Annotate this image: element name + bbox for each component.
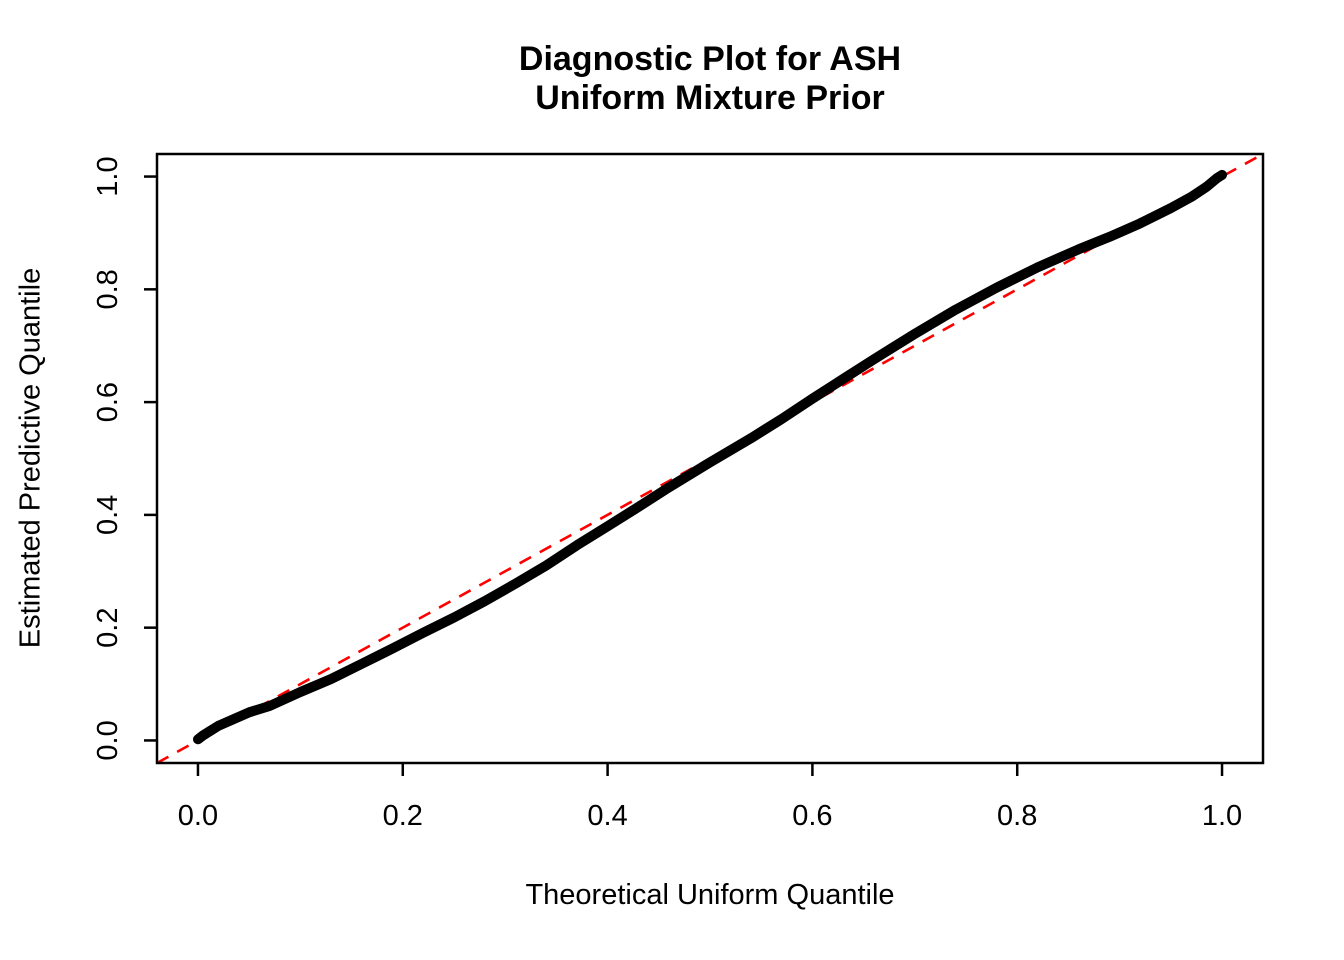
y-axis-tick-label: 0.2: [92, 608, 124, 648]
y-axis-tick-label: 0.6: [92, 382, 124, 422]
x-axis-tick-label: 0.8: [997, 800, 1037, 832]
x-axis-tick-label: 0.6: [792, 800, 832, 832]
x-axis-title: Theoretical Uniform Quantile: [525, 879, 895, 911]
x-axis-tick-label: 0.0: [178, 800, 218, 832]
y-axis-tick-label: 0.0: [92, 720, 124, 760]
x-axis-tick-label: 0.4: [587, 800, 627, 832]
chart-title-line2: Uniform Mixture Prior: [535, 79, 885, 117]
qq-points-curve: [193, 169, 1227, 745]
y-axis-title-text: Estimated Predictive Quantile: [14, 267, 47, 649]
chart-title: Diagnostic Plot for ASH Uniform Mixture P…: [157, 40, 1263, 118]
y-axis-tick-label: 0.4: [92, 495, 124, 535]
plot-frame: [155, 152, 1265, 765]
x-axis-tick-label: 1.0: [1202, 800, 1242, 832]
y-axis-tick-label: 1.0: [92, 156, 124, 196]
chart-title-line1: Diagnostic Plot for ASH: [518, 40, 902, 78]
x-axis-tick-label: 0.2: [383, 800, 423, 832]
y-axis-tick-label: 0.8: [92, 269, 124, 309]
